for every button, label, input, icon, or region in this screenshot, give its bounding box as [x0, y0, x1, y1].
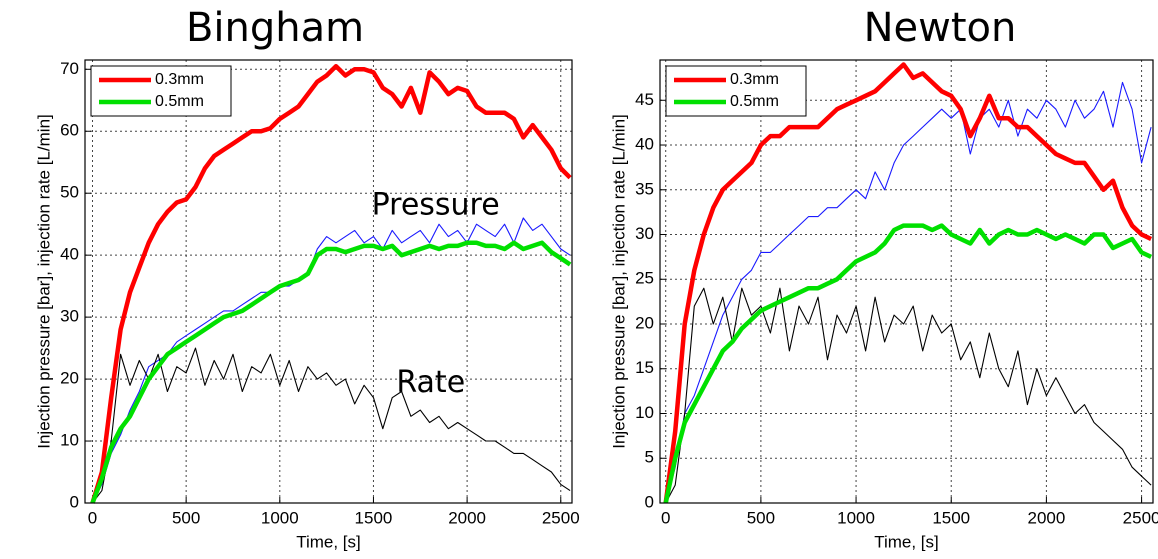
series-line: [665, 287, 1152, 504]
y-tick-label: 30: [60, 307, 79, 326]
series-line: [90, 240, 572, 504]
x-tick-label: 1000: [837, 508, 875, 527]
series-line: [663, 62, 1153, 504]
y-tick-label: 30: [635, 224, 654, 243]
plot: 0.3mm 0.5mm: [659, 59, 1154, 504]
y-tick-label: 15: [635, 358, 654, 377]
x-tick-label: 2000: [1027, 508, 1065, 527]
y-tick-label: 70: [60, 59, 79, 78]
legend-box: [90, 65, 232, 117]
x-tick-label: 500: [172, 508, 200, 527]
y-axis-label: Injection pressure [bar], injection rate…: [609, 114, 628, 449]
x-tick-label: 2500: [1123, 508, 1158, 527]
y-tick-label: 35: [635, 179, 654, 198]
y-tick-label: 45: [635, 90, 654, 109]
legend-label: 0.3mm: [155, 71, 204, 88]
x-tick-label: 2000: [448, 508, 486, 527]
series-line: [663, 223, 1153, 504]
chart-title: Newton: [864, 5, 1017, 51]
y-tick-label: 40: [60, 245, 79, 264]
legend-box: [665, 65, 807, 117]
y-tick-label: 25: [635, 269, 654, 288]
x-tick-label: 500: [747, 508, 775, 527]
y-axis-label: Injection pressure [bar], injection rate…: [34, 114, 53, 449]
y-tick-label: 60: [60, 121, 79, 140]
legend-label: 0.5mm: [155, 93, 204, 110]
x-tick-label: 2500: [542, 508, 580, 527]
y-tick-label: 40: [635, 135, 654, 154]
y-tick-label: 5: [645, 448, 654, 467]
x-tick-label: 0: [88, 508, 97, 527]
series-line: [92, 217, 571, 504]
x-tick-label: 1500: [932, 508, 970, 527]
x-axis-label: Time, [s]: [296, 532, 361, 551]
annotation: Pressure: [372, 188, 500, 223]
y-tick-label: 20: [60, 369, 79, 388]
series-line: [90, 63, 572, 504]
annotation: Rate: [396, 365, 465, 400]
series-line: [92, 347, 571, 504]
series-line: [665, 81, 1152, 504]
y-tick-label: 10: [635, 403, 654, 422]
chart-title: Bingham: [186, 5, 364, 51]
y-tick-label: 20: [635, 313, 654, 332]
x-tick-label: 0: [661, 508, 670, 527]
y-tick-label: 0: [70, 492, 79, 511]
plot-frame: [84, 59, 573, 504]
y-tick-label: 0: [645, 492, 654, 511]
legend-label: 0.5mm: [730, 93, 779, 110]
y-tick-label: 50: [60, 183, 79, 202]
x-axis-label: Time, [s]: [874, 532, 939, 551]
plot: 0.3mm 0.5mm: [84, 59, 573, 504]
x-tick-label: 1500: [355, 508, 393, 527]
legend-label: 0.3mm: [730, 71, 779, 88]
plot-frame: [659, 59, 1154, 504]
y-tick-label: 10: [60, 431, 79, 450]
x-tick-label: 1000: [261, 508, 299, 527]
